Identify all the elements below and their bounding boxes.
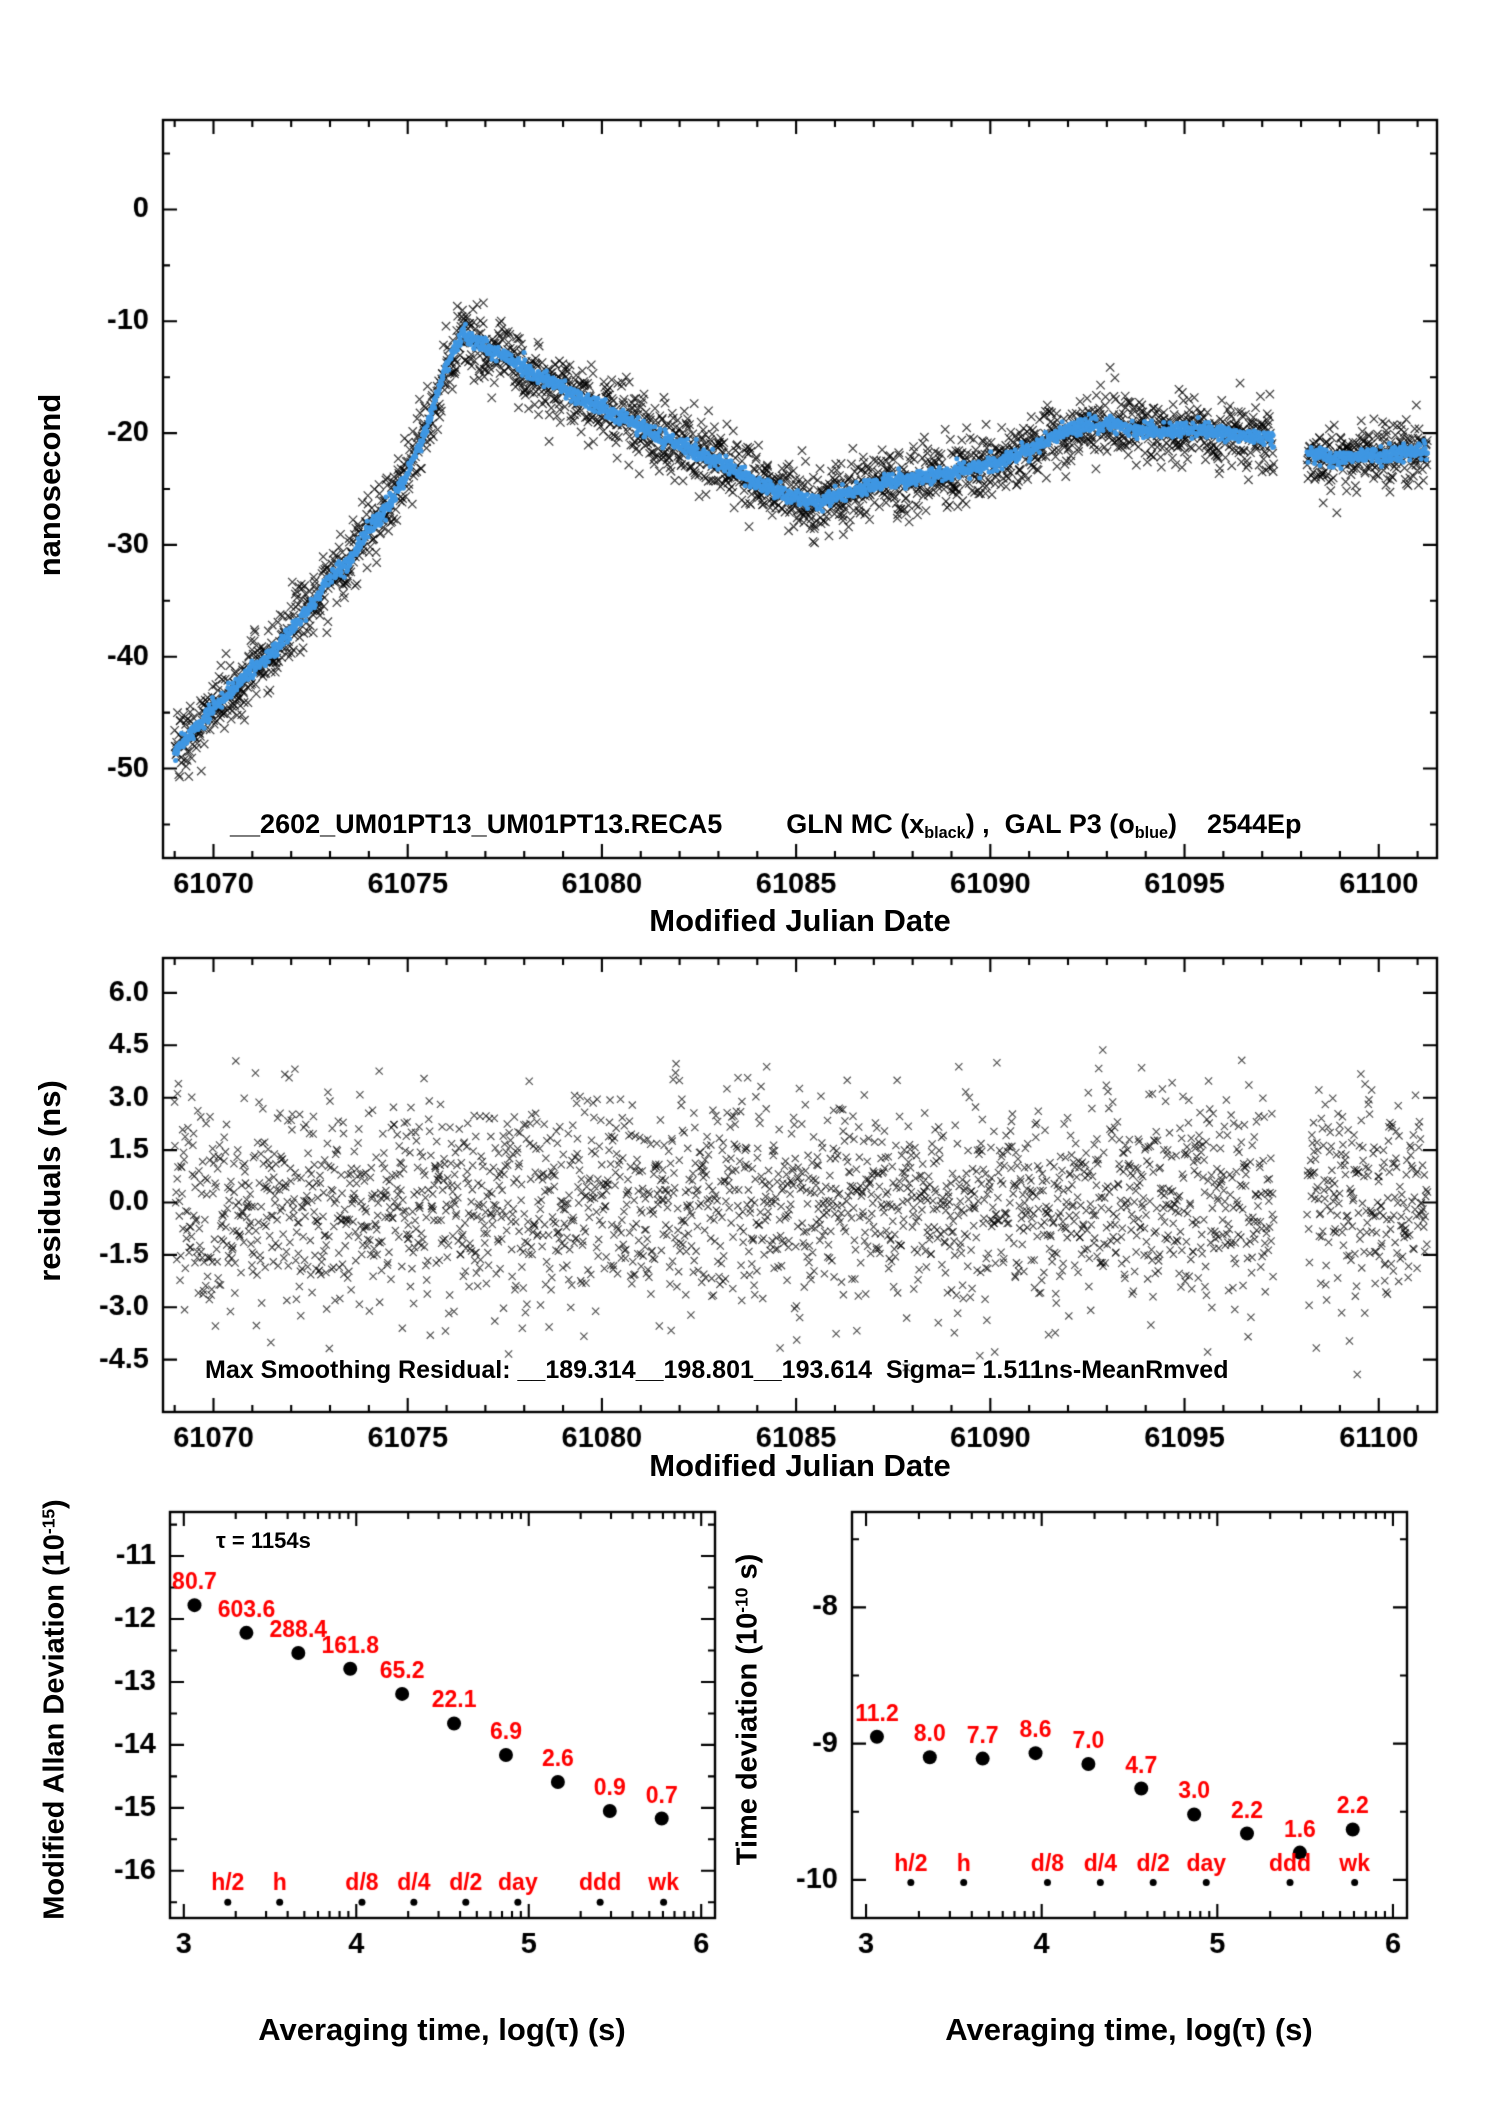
top-chart-x-label: Modified Julian Date: [649, 903, 951, 938]
legend-blue-series: ) , GAL P3 (o: [965, 809, 1135, 839]
tdev-y-label-main: Time deviation (10: [731, 1612, 764, 1866]
top-chart-y-label-text: nanosecond: [32, 393, 67, 577]
legend-black-series: GLN MC (x: [786, 809, 925, 839]
mdev-tau-annotation: τ = 1154s: [216, 1528, 311, 1553]
residual-chart-y-label-text: residuals (ns): [32, 1080, 67, 1282]
mdev-chart-x-label: Averaging time, log(τ) (s): [258, 2012, 626, 2047]
tdev-chart-x-label: Averaging time, log(τ) (s): [945, 2012, 1313, 2047]
residual-chart-x-label: Modified Julian Date: [649, 1448, 951, 1483]
legend-close: ): [1167, 809, 1177, 839]
residual-chart-y-label: residuals (ns): [32, 931, 68, 1431]
tdev-chart-y-label: Time deviation (10-10 s): [732, 1460, 765, 1960]
mdev-chart-y-label: Modified Allan Deviation (10-15): [39, 1460, 72, 1960]
top-chart-y-label: nanosecond: [32, 235, 68, 735]
mdev-y-label-main: Modified Allan Deviation (10: [38, 1534, 71, 1920]
mdev-y-label-close: ): [38, 1499, 71, 1509]
tdev-y-label-close: s): [731, 1553, 764, 1588]
top-chart-title: __2602_UM01PT13_UM01PT13.RECA5 GLN MC (xb…: [200, 778, 1302, 871]
legend-sub-black: black: [924, 823, 966, 842]
mdev-y-label-exponent: -15: [38, 1508, 59, 1535]
legend-sub-blue: blue: [1134, 823, 1168, 842]
tdev-y-label-exponent: -10: [731, 1587, 752, 1613]
residual-annotation: Max Smoothing Residual: __189.314__198.8…: [205, 1356, 1229, 1384]
dataset-id: __2602_UM01PT13_UM01PT13.RECA5: [230, 809, 723, 839]
epoch-count: 2544Ep: [1206, 809, 1302, 839]
